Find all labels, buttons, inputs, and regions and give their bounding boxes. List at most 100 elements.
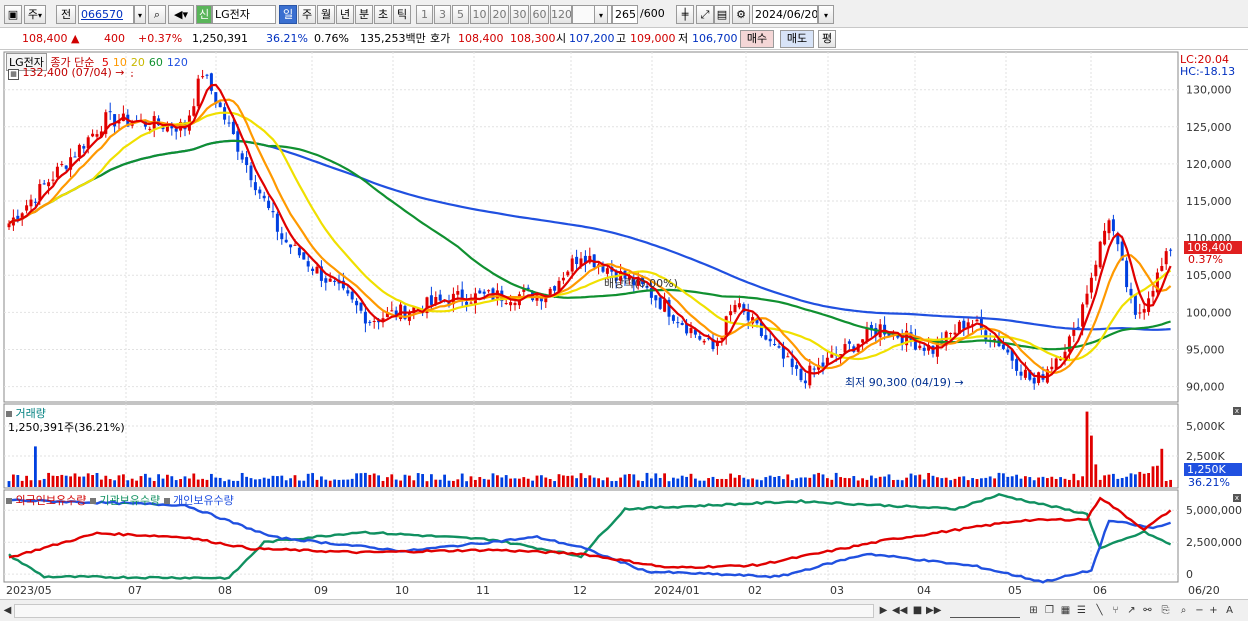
trend-icon[interactable]: ↗ (1127, 605, 1136, 616)
candle-body (33, 201, 37, 203)
rewind-icon[interactable]: ◀◀ (892, 605, 908, 616)
interval-button-5[interactable]: 5 (452, 5, 469, 24)
scroll-left-icon[interactable]: ◀ (3, 605, 12, 616)
date-field[interactable]: 2024/06/20 (752, 5, 818, 24)
volume-bar (100, 479, 103, 487)
candle-body (38, 184, 42, 201)
volume-bar (284, 480, 288, 487)
eval-button[interactable]: 평 (818, 30, 836, 48)
volume-bar (20, 480, 24, 487)
volume-bar (553, 481, 556, 487)
turnover-rate: 0.76% (314, 32, 349, 45)
count-input[interactable]: 265 (612, 5, 638, 24)
interval-button-3[interactable]: 3 (434, 5, 451, 24)
volume-bar (1147, 473, 1150, 487)
volume-bar (702, 480, 706, 487)
chart-type-icon[interactable]: ▣ (4, 5, 22, 24)
volume-bar (258, 479, 262, 487)
period-button-4[interactable]: 분 (355, 5, 373, 24)
scroll-right-icon[interactable]: ▶ (879, 605, 888, 616)
minus-icon[interactable]: − (1195, 605, 1204, 616)
interval-button-20[interactable]: 20 (490, 5, 509, 24)
candle-body (786, 356, 790, 358)
zoom-icon[interactable]: ⌕ (1180, 605, 1187, 616)
period-type-select[interactable]: 주▾ (24, 5, 46, 24)
window-icon[interactable]: ❐ (1045, 605, 1054, 616)
candle-body (711, 339, 715, 350)
volume-bar (694, 478, 697, 487)
zoom-slider[interactable] (950, 603, 1020, 618)
volume-bar (764, 477, 768, 487)
copy-icon[interactable]: ⎘ (1161, 605, 1170, 616)
period-button-6[interactable]: 틱 (393, 5, 411, 24)
holdings-panel-close-icon[interactable]: x (1233, 494, 1241, 502)
candle-body (1164, 251, 1168, 265)
stock-code-dropdown[interactable]: ▾ (134, 5, 146, 24)
interval-button-120[interactable]: 120 (550, 5, 572, 24)
plus-icon[interactable]: + (1209, 605, 1218, 616)
volume-bar (830, 479, 834, 487)
text-icon[interactable]: A (1226, 605, 1233, 616)
volume-bar (676, 478, 680, 487)
stock-chart[interactable]: 130,000125,000120,000115,000110,000105,0… (0, 50, 1248, 599)
price-legend: LG전자 종가 단순 5 10 20 60 120 (6, 53, 188, 71)
candle-body (82, 146, 86, 149)
volume-bar (25, 475, 28, 487)
volume-bar (826, 478, 829, 487)
fast-forward-icon[interactable]: ▶▶ (926, 605, 942, 616)
horizontal-scrollbar[interactable] (14, 604, 874, 618)
search-icon[interactable]: ⌕ (148, 5, 166, 24)
volume-bar (698, 480, 702, 487)
candle-icon[interactable]: ╪ (676, 5, 694, 24)
settings-gear-icon[interactable]: ⚙ (732, 5, 750, 24)
list-icon[interactable]: ☰ (1077, 605, 1086, 616)
period-button-5[interactable]: 초 (374, 5, 392, 24)
volume-bar (733, 477, 737, 487)
volume-bar (223, 481, 226, 487)
volume-panel-close-icon[interactable]: x (1233, 407, 1241, 415)
candle-body (1094, 264, 1098, 277)
stock-name-field[interactable]: LG전자 (212, 5, 276, 24)
calendar-dropdown[interactable]: ▾ (818, 5, 834, 24)
candle-body (583, 255, 587, 264)
period-button-0[interactable]: 일 (279, 5, 297, 24)
grid-icon[interactable]: ▦ (1060, 605, 1071, 616)
stock-code-input[interactable]: 066570 (78, 5, 134, 24)
x-tick-label: 04 (917, 584, 931, 597)
sell-button[interactable]: 매도 (780, 30, 814, 48)
period-button-3[interactable]: 년 (336, 5, 354, 24)
candle-body (905, 330, 909, 346)
interval-button-1[interactable]: 1 (416, 5, 433, 24)
volume-bar (69, 476, 72, 487)
volume-bar (346, 479, 350, 487)
candle-body (425, 297, 429, 314)
stop-icon[interactable]: ■ (912, 605, 923, 616)
period-button-2[interactable]: 월 (317, 5, 335, 24)
fork-icon[interactable]: ⑂ (1112, 605, 1119, 616)
interval-button-60[interactable]: 60 (530, 5, 549, 24)
candle-body (1001, 344, 1005, 349)
interval-dropdown[interactable]: ▾ (594, 5, 608, 24)
speaker-icon[interactable]: ◀▾ (168, 5, 194, 24)
prefix-button[interactable]: 전 (56, 5, 76, 24)
draw-line-icon[interactable]: ╲ (1096, 605, 1103, 616)
candle-body (649, 287, 653, 298)
interval-button-30[interactable]: 30 (510, 5, 529, 24)
buy-button[interactable]: 매수 (740, 30, 774, 48)
save-icon[interactable]: ▤ (714, 5, 730, 24)
link-icon[interactable]: ⚯ (1143, 605, 1152, 616)
draw-tool-icon[interactable]: ⤢ (696, 5, 714, 24)
layout-icon[interactable]: ⊞ (1029, 605, 1038, 616)
interval-button-10[interactable]: 10 (470, 5, 489, 24)
volume-bar (139, 476, 143, 487)
ma-period-60: 60 (148, 56, 163, 69)
x-tick-label: 06 (1093, 584, 1107, 597)
period-button-1[interactable]: 주 (298, 5, 316, 24)
volume-bar (386, 477, 389, 487)
volume-bar (535, 475, 539, 487)
price-tick-label: 100,000 (1186, 306, 1232, 319)
ma-period-5: 5 (101, 56, 109, 69)
candle-body (632, 278, 636, 286)
candle-body (918, 345, 922, 349)
candle-body (847, 341, 851, 344)
